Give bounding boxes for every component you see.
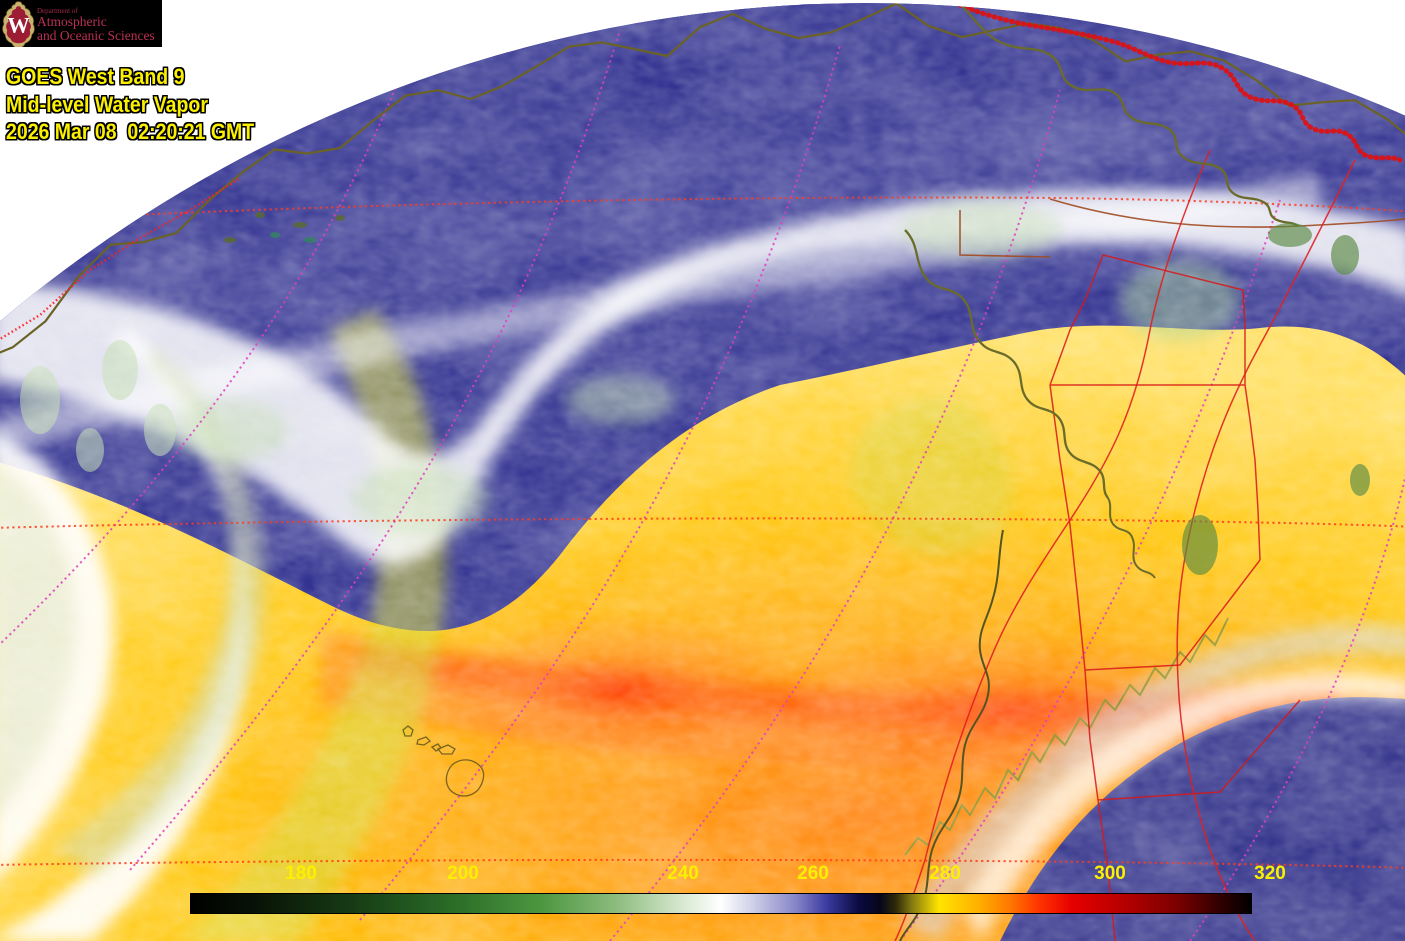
- svg-text:260: 260: [797, 863, 829, 884]
- svg-text:W: W: [7, 13, 30, 38]
- svg-text:280: 280: [929, 863, 961, 884]
- svg-text:300: 300: [1094, 863, 1126, 884]
- svg-text:Atmospheric: Atmospheric: [37, 14, 107, 29]
- svg-text:and Oceanic Sciences: and Oceanic Sciences: [37, 28, 155, 43]
- svg-text:200: 200: [447, 863, 479, 884]
- svg-text:180: 180: [285, 863, 317, 884]
- svg-text:320: 320: [1254, 863, 1286, 884]
- svg-text:240: 240: [667, 863, 699, 884]
